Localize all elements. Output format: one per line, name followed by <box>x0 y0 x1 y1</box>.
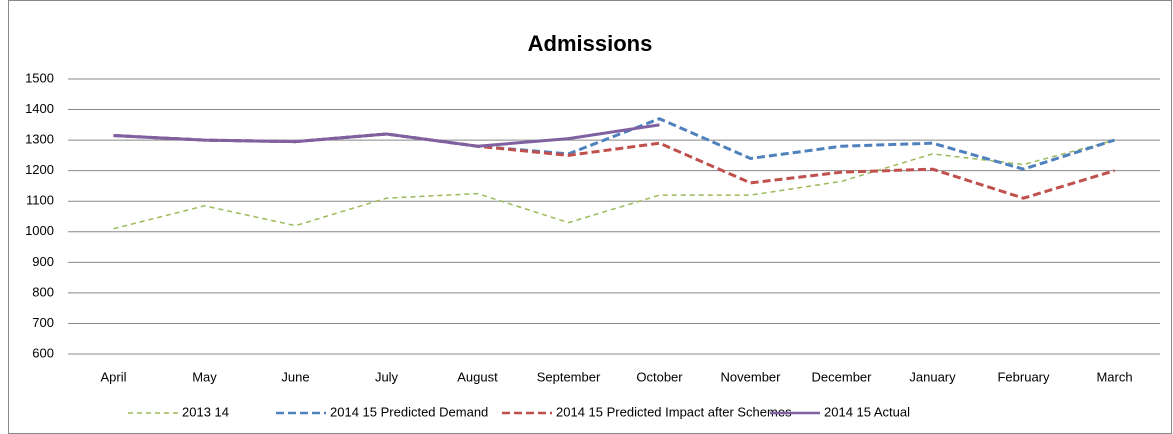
x-tick-label: June <box>281 369 309 384</box>
x-tick-label: November <box>721 369 782 384</box>
y-tick-label: 800 <box>32 284 54 299</box>
x-tick-label: January <box>909 369 956 384</box>
legend-label: 2014 15 Predicted Impact after Schemes <box>556 404 792 419</box>
series-line <box>113 139 1115 230</box>
x-tick-label: December <box>812 369 873 384</box>
x-tick-label: April <box>100 369 126 384</box>
legend-label: 2013 14 <box>182 404 229 419</box>
legend-label: 2014 15 Predicted Demand <box>330 404 488 419</box>
x-tick-label: July <box>375 369 399 384</box>
y-tick-label: 1100 <box>26 193 54 208</box>
y-tick-label: 900 <box>32 254 54 269</box>
chart-title: Admissions <box>528 31 653 56</box>
x-tick-label: March <box>1096 369 1132 384</box>
y-tick-label: 1300 <box>25 132 54 147</box>
y-tick-label: 1200 <box>25 162 54 177</box>
x-tick-label: October <box>636 369 683 384</box>
y-tick-label: 1400 <box>25 101 54 116</box>
legend-label: 2014 15 Actual <box>824 404 910 419</box>
series-line <box>113 117 1115 171</box>
y-tick-label: 1500 <box>25 70 54 85</box>
y-tick-label: 600 <box>32 345 54 360</box>
x-tick-label: August <box>457 369 498 384</box>
x-tick-label: May <box>192 369 217 384</box>
y-tick-label: 700 <box>32 315 54 330</box>
series-line <box>113 123 660 148</box>
chart-frame <box>8 0 1172 434</box>
x-tick-label: September <box>537 369 601 384</box>
series-line <box>113 132 1115 200</box>
x-tick-label: February <box>997 369 1050 384</box>
y-tick-label: 1000 <box>25 223 54 238</box>
